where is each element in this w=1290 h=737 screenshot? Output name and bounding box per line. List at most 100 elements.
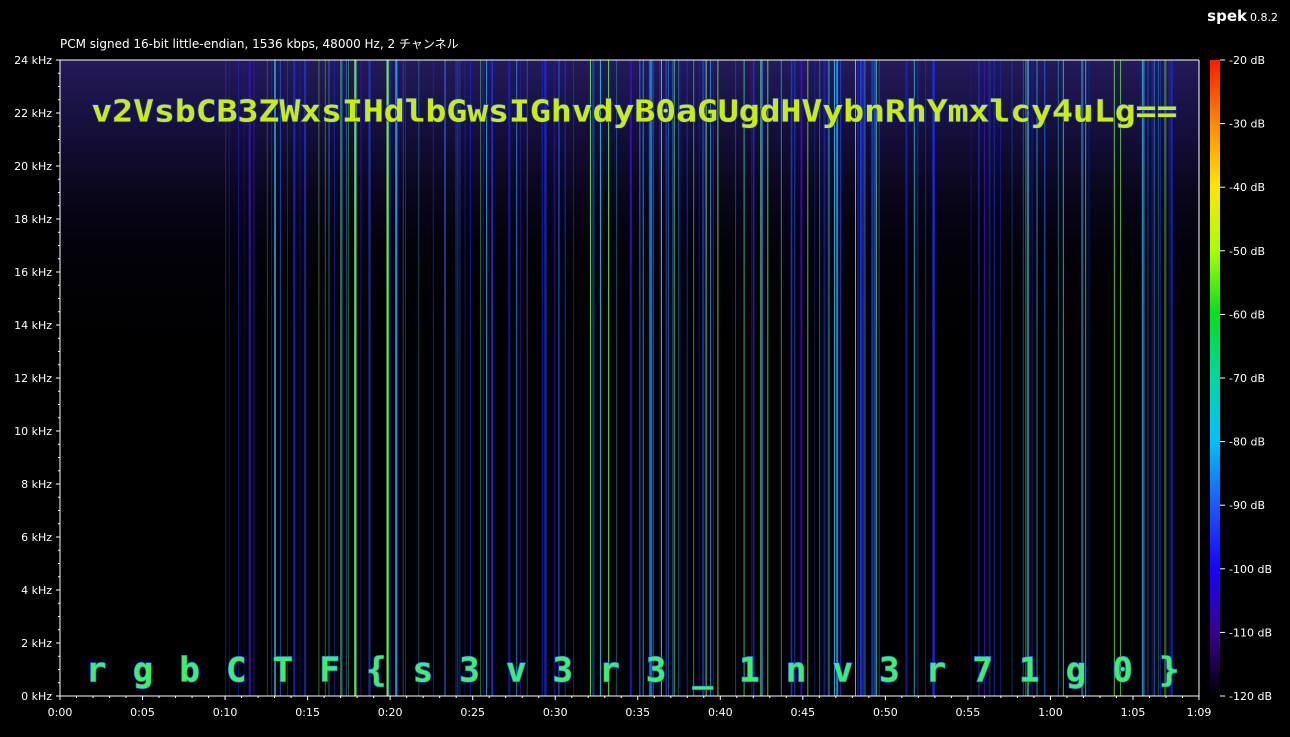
spectral-stripe xyxy=(480,60,482,696)
spectral-stripe xyxy=(599,60,601,696)
spectral-stripe xyxy=(864,60,866,696)
spectral-stripe xyxy=(609,60,610,696)
colorbar-tick-label: -100 dB xyxy=(1229,563,1272,576)
spectral-stripe xyxy=(760,60,762,696)
spectral-stripe xyxy=(800,60,803,696)
spectral-stripe xyxy=(508,60,511,696)
x-tick-label: 1:09 xyxy=(1187,706,1212,719)
y-tick-label: 18 kHz xyxy=(14,213,52,226)
spectral-stripe xyxy=(275,60,276,696)
spectral-stripe xyxy=(693,60,695,696)
spectral-stripe xyxy=(876,60,877,696)
x-tick-label: 1:05 xyxy=(1121,706,1146,719)
spectral-stripe xyxy=(395,60,398,696)
spectral-stripe xyxy=(469,60,471,696)
spectral-stripe xyxy=(674,60,675,696)
spectral-stripe xyxy=(743,60,745,696)
spectral-stripe xyxy=(917,60,919,696)
embedded-flag-char: _ xyxy=(693,651,714,691)
spectral-stripe xyxy=(553,60,556,696)
spectral-stripe xyxy=(1170,60,1173,696)
embedded-flag-char: 7 xyxy=(972,651,992,691)
spectral-stripe xyxy=(368,60,371,696)
colorbar-tick-label: -90 dB xyxy=(1229,499,1265,512)
spectral-stripe xyxy=(1026,60,1029,696)
colorbar-tick-label: -120 dB xyxy=(1229,690,1272,703)
spectral-stripe xyxy=(686,60,688,696)
spectral-stripe xyxy=(1120,60,1122,696)
y-tick-label: 24 kHz xyxy=(14,54,52,67)
spectral-stripe xyxy=(665,60,667,696)
file-info: PCM signed 16-bit little-endian, 1536 kb… xyxy=(60,37,459,51)
x-tick-label: 0:40 xyxy=(708,706,733,719)
embedded-flag-char: 3 xyxy=(459,651,479,691)
spectral-stripe xyxy=(1082,60,1084,696)
spectral-stripe xyxy=(225,60,227,696)
spectral-stripe xyxy=(491,60,493,696)
spectral-stripe xyxy=(592,60,595,696)
app-version: 0.8.2 xyxy=(1250,11,1278,24)
spectral-stripe xyxy=(932,60,935,696)
spectral-stripe xyxy=(1025,60,1027,696)
spectral-stripe xyxy=(698,60,700,696)
spectral-stripe xyxy=(665,60,667,696)
spectral-stripe xyxy=(608,60,609,696)
spectral-stripe xyxy=(753,60,755,696)
spectral-stripe xyxy=(859,60,863,696)
spectral-stripe xyxy=(751,60,753,696)
spectral-stripe xyxy=(988,60,991,696)
spectral-stripe xyxy=(780,60,782,696)
spectral-stripe xyxy=(649,60,651,696)
spectral-stripe xyxy=(1022,60,1024,696)
spectral-stripe xyxy=(807,60,809,696)
spectral-stripe xyxy=(509,60,511,696)
spectral-stripe xyxy=(680,60,682,696)
x-tick-label: 0:50 xyxy=(873,706,898,719)
spectral-stripe xyxy=(648,60,650,696)
spectral-stripe xyxy=(324,60,326,696)
spectral-stripe xyxy=(905,60,908,696)
spectral-stripe xyxy=(293,60,296,696)
spectral-stripe xyxy=(743,60,745,696)
spectral-stripe xyxy=(978,60,980,696)
spectral-stripe xyxy=(541,60,543,696)
spectral-stripe xyxy=(253,60,255,696)
spectral-stripe xyxy=(983,60,985,696)
embedded-flag-char: s xyxy=(413,651,433,691)
spectral-stripe xyxy=(266,60,268,696)
spectral-stripe xyxy=(243,60,245,696)
x-tick-label: 0:25 xyxy=(460,706,485,719)
spectral-stripe xyxy=(833,60,835,696)
y-tick-label: 2 kHz xyxy=(21,637,52,650)
embedded-flag-char: g xyxy=(1066,651,1086,691)
x-tick-label: 0:35 xyxy=(625,706,650,719)
spectral-stripe xyxy=(639,60,641,696)
spectral-stripe xyxy=(1142,60,1145,696)
spectral-stripe xyxy=(457,60,459,696)
embedded-flag-char: r xyxy=(86,651,106,691)
spectral-stripe xyxy=(464,60,466,696)
spectral-stripe xyxy=(860,60,861,696)
spectral-stripe xyxy=(356,60,358,696)
spectral-stripe xyxy=(609,60,611,696)
spectral-stripe xyxy=(1153,60,1155,696)
spectral-stripe xyxy=(857,60,860,696)
y-tick-label: 22 kHz xyxy=(14,107,52,120)
x-tick-label: 0:15 xyxy=(295,706,320,719)
spectral-stripe xyxy=(1011,60,1013,696)
spectral-stripe xyxy=(678,60,680,696)
spectral-stripe xyxy=(1036,60,1038,696)
spectral-stripe xyxy=(1141,60,1143,696)
spectral-stripe xyxy=(717,60,719,696)
embedded-flag-char: 0 xyxy=(1112,651,1132,691)
spectral-stripe xyxy=(735,60,736,696)
spectral-stripe xyxy=(1151,60,1153,696)
colorbar-tick-label: -80 dB xyxy=(1229,436,1265,449)
spectral-stripe xyxy=(639,60,641,696)
colorbar-tick-label: -30 dB xyxy=(1229,118,1265,131)
spectral-stripe xyxy=(304,60,307,696)
spectral-stripe xyxy=(1085,60,1087,696)
spectral-stripe xyxy=(791,60,793,696)
spectral-stripe xyxy=(1168,60,1170,696)
